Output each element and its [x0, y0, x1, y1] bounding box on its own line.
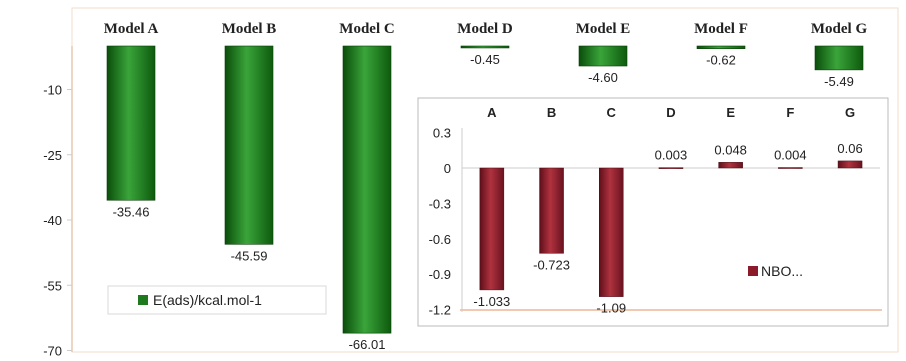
main-y-tick-label: -10 [43, 83, 62, 98]
legend-swatch-red [748, 266, 758, 276]
main-legend-label: E(ads)/kcal.mol-1 [153, 292, 262, 308]
main-bar [578, 45, 628, 67]
inset-category-label: C [607, 105, 617, 120]
inset-category-label: A [487, 105, 497, 120]
main-y-tick-label: -40 [43, 213, 62, 228]
inset-data-label: 0.06 [837, 141, 862, 156]
inset-data-label: -1.09 [596, 301, 626, 316]
main-category-label: Model C [339, 21, 394, 37]
main-data-label: -0.45 [470, 52, 500, 67]
inset-y-tick-label: -0.9 [429, 267, 451, 282]
main-category-label: Model E [576, 21, 631, 37]
inset-bar [539, 167, 564, 254]
inset-y-tick-label: -0.3 [429, 196, 451, 211]
inset-legend-label: NBO... [761, 263, 803, 279]
main-category-label: Model F [694, 21, 748, 37]
inset-bar [837, 160, 863, 169]
main-data-label: -0.62 [706, 53, 736, 68]
main-y-tick-label: -70 [43, 344, 62, 357]
inset-data-label: 0.004 [774, 148, 807, 163]
inset-category-label: E [726, 105, 735, 120]
inset-y-tick-label: 0.3 [433, 126, 451, 141]
main-bar [696, 45, 746, 49]
inset-bar [778, 167, 803, 169]
inset-y-tick-label: -0.6 [429, 232, 451, 247]
inset-data-label: -1.033 [473, 294, 510, 309]
inset-bar [718, 162, 743, 169]
main-bar [814, 45, 864, 71]
main-category-label: Model B [222, 21, 277, 37]
inset-legend: NBO... [748, 263, 803, 279]
main-y-tick-label: -25 [43, 148, 62, 163]
main-y-tick-label: -55 [43, 278, 62, 293]
inset-category-label: B [547, 105, 556, 120]
inset-bar [479, 167, 505, 291]
main-legend: E(ads)/kcal.mol-1 [107, 285, 327, 315]
inset-data-label: 0.003 [655, 148, 688, 163]
main-data-label: -4.60 [588, 70, 618, 85]
legend-swatch-green [138, 295, 148, 305]
inset-data-label: 0.048 [714, 142, 747, 157]
main-data-label: -5.49 [824, 74, 854, 89]
main-bar [342, 45, 392, 334]
main-data-label: -35.46 [113, 204, 150, 219]
inset-category-label: G [845, 105, 855, 120]
main-category-label: Model A [104, 21, 159, 37]
inset-category-label: D [666, 105, 675, 120]
inset-data-label: -0.723 [533, 257, 570, 272]
main-data-label: -66.01 [349, 337, 386, 352]
main-bar [460, 45, 510, 49]
main-bar [106, 45, 156, 201]
inset-bar [599, 167, 624, 297]
main-category-label: Model G [811, 21, 868, 37]
inset-bar [658, 167, 684, 169]
inset-y-tick-label: 0 [444, 161, 451, 176]
inset-y-tick-label: -1.2 [429, 303, 451, 318]
main-category-label: Model D [457, 21, 513, 37]
inset-category-label: F [786, 105, 794, 120]
main-data-label: -45.59 [231, 248, 268, 263]
main-bar [224, 45, 274, 245]
